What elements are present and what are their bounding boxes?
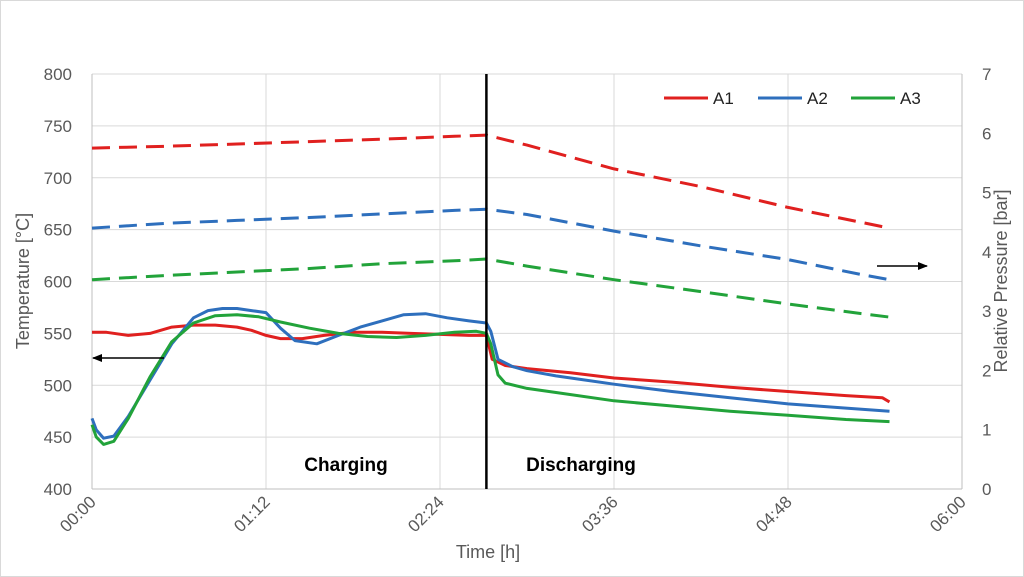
y2-axis-title: Relative Pressure [bar]	[991, 189, 1011, 372]
y-tick-label: 450	[44, 428, 72, 447]
y2-tick-label: 2	[982, 361, 991, 380]
y2-tick-label: 7	[982, 65, 991, 84]
y-axis-title: Temperature [°C]	[13, 213, 33, 349]
y-tick-label: 500	[44, 376, 72, 395]
y2-tick-label: 5	[982, 184, 991, 203]
y-tick-label: 800	[44, 65, 72, 84]
series-line-a3-temperature	[90, 313, 890, 446]
legend-label-a2: A2	[807, 89, 828, 108]
y2-tick-label: 3	[982, 302, 991, 321]
y-tick-label: 600	[44, 273, 72, 292]
y2-tick-label: 6	[982, 124, 991, 143]
annotations	[92, 74, 928, 489]
series-line-a1-temperature	[92, 323, 891, 404]
y-tick-label: 550	[44, 324, 72, 343]
y2-tick-label: 4	[982, 243, 991, 262]
y2-tick-label: 0	[982, 480, 991, 499]
phase-label-discharging: Discharging	[526, 455, 636, 476]
y2-tick-label: 1	[982, 421, 991, 440]
y-tick-label: 750	[44, 117, 72, 136]
y-tick-label: 700	[44, 169, 72, 188]
legend: A1 A2 A3	[664, 89, 921, 108]
legend-label-a1: A1	[713, 89, 734, 108]
x-axis-title: Time [h]	[456, 542, 520, 562]
phase-label-charging: Charging	[304, 455, 387, 476]
y-tick-label: 650	[44, 221, 72, 240]
legend-label-a3: A3	[900, 89, 921, 108]
y-tick-label: 400	[44, 480, 72, 499]
